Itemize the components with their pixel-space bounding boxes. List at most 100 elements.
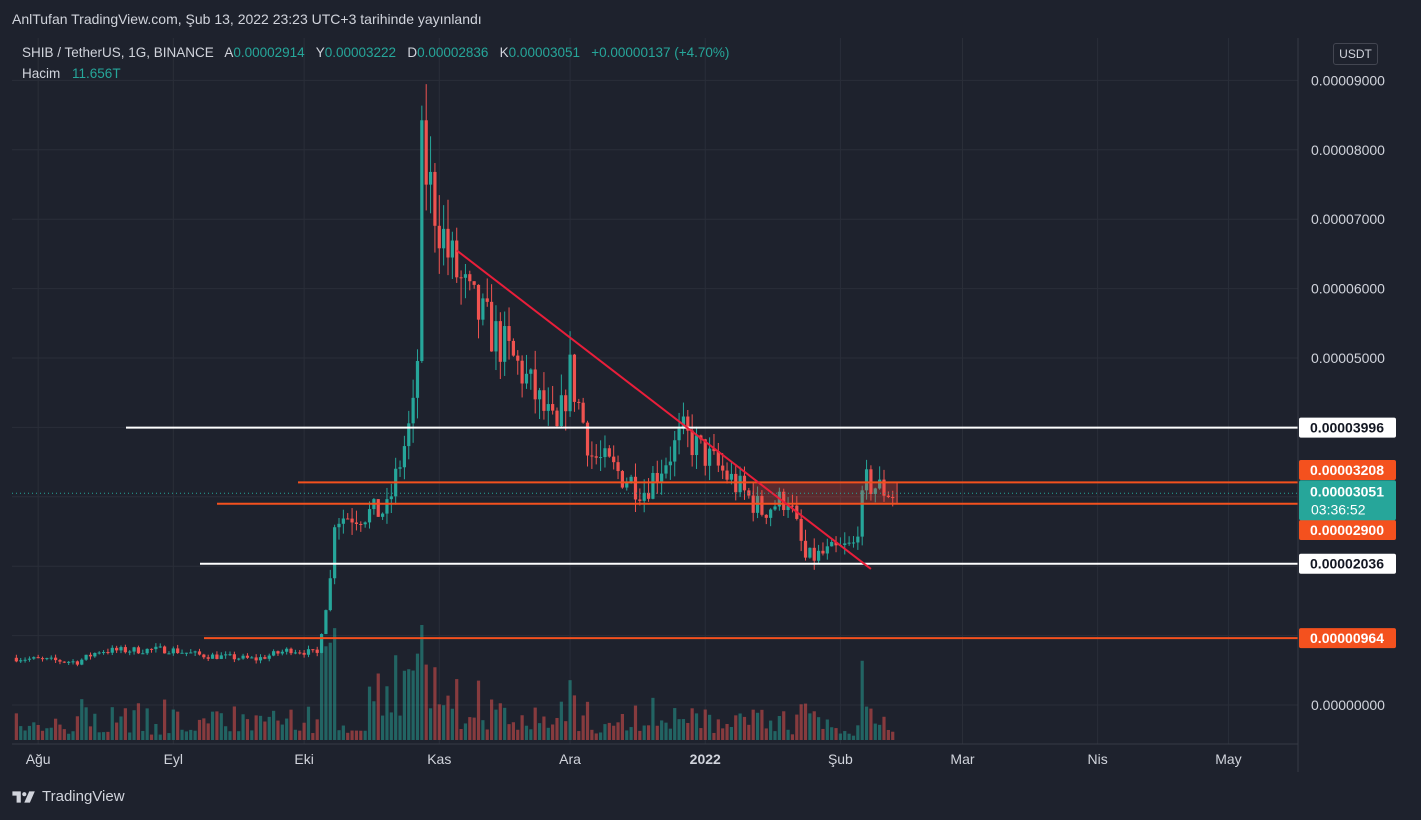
candle-body xyxy=(620,471,624,488)
price-axis[interactable]: 0.00009000 0.00008000 0.00007000 0.00006000… xyxy=(1311,72,1385,713)
time-axis[interactable]: Ağu Eyl Eki Kas Ara 2022 Şub Mar Nis May xyxy=(26,751,1242,767)
volume-bar xyxy=(577,731,581,740)
candle-body xyxy=(494,321,498,352)
tradingview-logo-icon xyxy=(12,790,35,803)
volume-bar xyxy=(476,680,481,740)
change-value: +0.00000137 (+4.70%) xyxy=(591,45,730,60)
x-tick-label: Nis xyxy=(1088,751,1108,767)
volume-bar xyxy=(686,722,690,740)
candle-body xyxy=(821,550,825,554)
candle-body xyxy=(568,354,572,412)
volume-bar xyxy=(158,734,162,740)
candle-body xyxy=(559,395,563,427)
volume-bar xyxy=(337,730,341,740)
volume-bar xyxy=(54,718,58,740)
candle-body xyxy=(197,651,202,655)
candle-body xyxy=(402,446,406,468)
volume-bar xyxy=(276,720,280,740)
volume-bar xyxy=(555,717,559,740)
volume-bar xyxy=(245,719,250,740)
volume-bar xyxy=(241,714,245,740)
candle-body xyxy=(167,653,171,655)
volume-bar xyxy=(782,711,786,740)
candle-body xyxy=(468,274,472,282)
volume-bar xyxy=(420,625,424,740)
x-tick-label: Kas xyxy=(427,751,451,767)
footer-brand[interactable]: TradingView xyxy=(12,788,125,805)
candle-body xyxy=(267,655,271,659)
candle-body xyxy=(708,448,712,466)
volume-bar xyxy=(537,723,542,740)
volume-bar xyxy=(786,729,790,740)
candle-body xyxy=(520,360,524,384)
volume-bar xyxy=(825,719,829,740)
trendline xyxy=(456,249,872,570)
footer-brand-name: TradingView xyxy=(42,788,125,805)
candle-body xyxy=(210,654,215,659)
volume-bar xyxy=(215,711,219,740)
volume-bar xyxy=(520,715,524,740)
symbol-legend[interactable]: SHIB / TetherUS, 1G, BINANCE A0.00002914… xyxy=(22,45,729,60)
candle-body xyxy=(176,648,180,654)
candle-body xyxy=(23,659,27,661)
volume-bar xyxy=(45,728,49,740)
level-price-tag-bg xyxy=(1299,460,1396,480)
volume-bar xyxy=(40,730,45,740)
volume-bar xyxy=(446,695,450,740)
candle-body xyxy=(555,410,559,427)
candle-body xyxy=(367,509,372,523)
candle-body xyxy=(773,506,777,510)
volume-bar xyxy=(633,705,638,740)
volume-bar xyxy=(19,726,23,740)
candle-body xyxy=(864,469,869,491)
published-info: AnlTufan TradingView.com, Şub 13, 2022 2… xyxy=(12,11,482,27)
volume-bar xyxy=(494,709,498,740)
candle-body xyxy=(341,518,345,524)
volume-bar xyxy=(367,686,372,740)
candle-body xyxy=(625,482,629,488)
volume-bar xyxy=(302,722,306,740)
candle-body xyxy=(476,284,481,320)
candle-body xyxy=(62,661,66,663)
volume-bar xyxy=(36,724,40,740)
symbol-name[interactable]: SHIB / TetherUS, 1G, BINANCE xyxy=(22,45,214,60)
volume-bar xyxy=(878,724,882,740)
volume-bar xyxy=(27,725,32,740)
candle-body xyxy=(88,654,93,657)
candle-body xyxy=(272,651,276,656)
volume-bar xyxy=(402,670,406,740)
volume-bar xyxy=(463,723,468,740)
candle-body xyxy=(546,404,550,411)
candle-body xyxy=(463,274,468,278)
volume-bar xyxy=(350,730,354,740)
volume-legend[interactable]: Hacim 11.656T xyxy=(22,66,121,81)
volume-bar xyxy=(49,727,53,740)
supply-zone xyxy=(752,481,898,505)
open-value: 0.00002914 xyxy=(233,45,305,60)
volume-bar xyxy=(677,719,681,740)
candle-body xyxy=(511,340,515,356)
last-price-tag-bg xyxy=(1299,480,1396,521)
volume-bar xyxy=(289,709,293,740)
volume-bar xyxy=(860,660,864,740)
x-tick-label: Eyl xyxy=(164,751,183,767)
volume-bar xyxy=(306,706,311,740)
candle-body xyxy=(128,651,132,653)
candle-body xyxy=(529,369,533,374)
volume-bar xyxy=(224,726,228,740)
candle-body xyxy=(642,492,646,501)
volume-bar xyxy=(202,718,206,740)
volume-bar xyxy=(725,723,729,740)
close-value: 0.00003051 xyxy=(508,45,580,60)
volume-bar xyxy=(433,667,437,740)
candle-body xyxy=(485,298,489,302)
volume-bar xyxy=(123,708,127,740)
candle-body xyxy=(285,648,289,652)
candle-body xyxy=(250,657,254,659)
volume-bar xyxy=(642,725,646,740)
volume-bar xyxy=(189,729,193,740)
currency-button[interactable]: USDT xyxy=(1333,43,1378,65)
volume-bar xyxy=(14,713,18,740)
x-tick-label: May xyxy=(1215,751,1241,767)
